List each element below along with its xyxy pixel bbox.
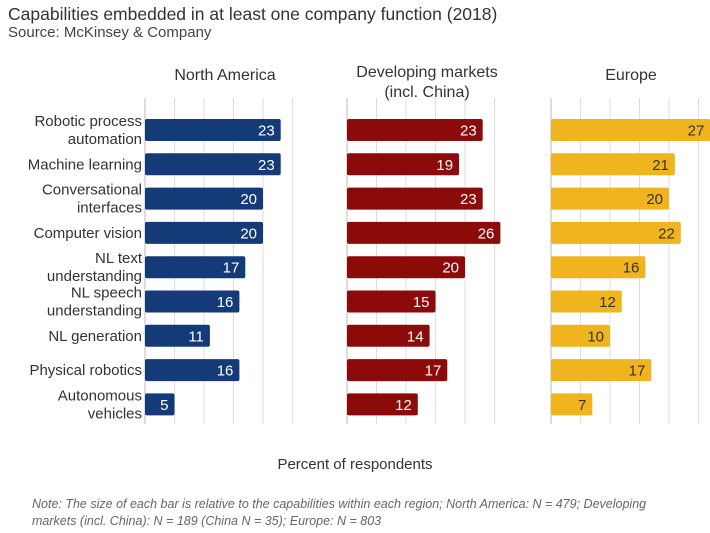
category-label: understanding: [47, 268, 142, 285]
category-label: Computer vision: [34, 225, 142, 242]
bar: [145, 187, 263, 210]
bar-value-label: 27: [688, 123, 705, 140]
bar: [145, 359, 240, 382]
panel-header: North America: [174, 67, 275, 84]
bar: [145, 153, 281, 176]
bar: [145, 290, 240, 313]
bar-value-label: 7: [578, 397, 586, 414]
x-axis-label: Percent of respondents: [277, 456, 433, 473]
bar-value-label: 10: [587, 328, 604, 345]
bar: [551, 153, 675, 176]
bar-value-label: 23: [258, 123, 275, 140]
category-label: automation: [68, 131, 142, 148]
bar-value-label: 21: [652, 157, 669, 174]
bar-value-label: 23: [258, 157, 275, 174]
bar-value-label: 17: [629, 363, 646, 380]
bar-value-label: 14: [407, 328, 424, 345]
bar: [347, 256, 465, 279]
bar-value-label: 15: [413, 294, 430, 311]
bar-value-label: 20: [240, 191, 257, 208]
bar: [347, 221, 501, 244]
bar: [347, 153, 460, 176]
bar-value-label: 20: [442, 260, 459, 277]
bar: [347, 393, 418, 416]
bar: [551, 324, 610, 347]
chart-title: Capabilities embedded in at least one co…: [8, 4, 498, 24]
bar-value-label: 17: [425, 363, 442, 380]
bar-value-label: 12: [395, 397, 412, 414]
bar: [145, 256, 246, 279]
panel-header: (incl. China): [384, 84, 469, 101]
bar-value-label: 19: [436, 157, 453, 174]
bar-value-label: 12: [599, 294, 616, 311]
category-label: Autonomous: [58, 387, 142, 404]
bar-value-label: 26: [478, 225, 495, 242]
category-label: Physical robotics: [29, 362, 142, 379]
bar: [347, 324, 430, 347]
bar: [551, 290, 622, 313]
panel-header: Europe: [605, 67, 657, 84]
bar: [145, 119, 281, 141]
bar: [551, 359, 652, 382]
bar-value-label: 20: [240, 225, 257, 242]
category-label: interfaces: [77, 200, 142, 217]
bar-value-label: 11: [188, 328, 204, 345]
category-label: Conversational: [42, 182, 142, 199]
bar-value-label: 23: [460, 191, 477, 208]
bar: [551, 119, 710, 141]
bar: [347, 359, 448, 382]
bar: [551, 221, 681, 244]
bar-value-label: 22: [658, 225, 675, 242]
chart-note: Note: The size of each bar is relative t…: [32, 497, 647, 528]
bar: [347, 119, 483, 141]
category-label: NL generation: [48, 328, 142, 345]
bar: [145, 221, 263, 244]
bar-value-label: 16: [217, 294, 234, 311]
bar-value-label: 17: [223, 260, 240, 277]
category-label: Machine learning: [28, 156, 142, 173]
bar: [347, 290, 436, 313]
category-label: understanding: [47, 303, 142, 320]
category-label: NL speech: [71, 285, 142, 302]
bar: [551, 187, 669, 210]
panel-header: Developing markets: [356, 64, 497, 81]
bar-value-label: 20: [646, 191, 663, 208]
category-label: Robotic process: [34, 113, 142, 130]
chart-subtitle: Source: McKinsey & Company: [8, 24, 212, 41]
category-label: vehicles: [88, 405, 142, 422]
bar: [145, 393, 175, 416]
bar: [347, 187, 483, 210]
bar-value-label: 16: [623, 260, 640, 277]
bar: [551, 393, 593, 416]
bar: [551, 256, 646, 279]
bar-value-label: 23: [460, 123, 477, 140]
bar: [145, 324, 210, 347]
category-label: NL text: [95, 250, 143, 267]
bar-value-label: 5: [160, 397, 168, 414]
bar-value-label: 16: [217, 363, 234, 380]
